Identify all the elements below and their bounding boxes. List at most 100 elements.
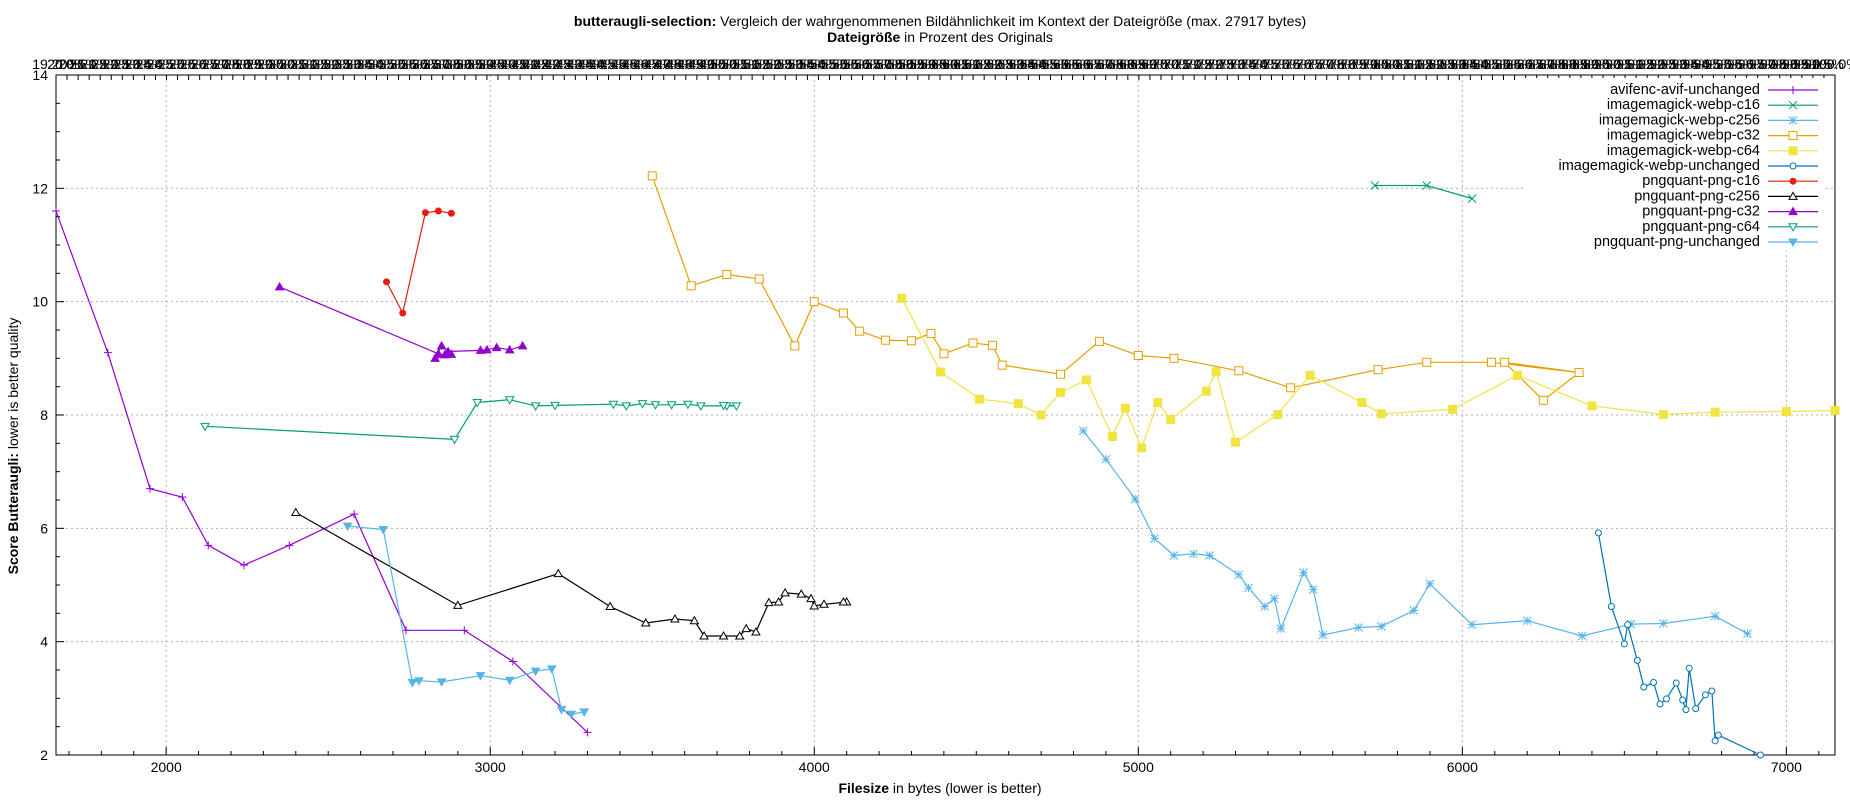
y-axis-tick-label: 10 bbox=[32, 294, 48, 310]
data-point bbox=[640, 617, 651, 627]
x2-axis-tick-label: 30.5% bbox=[279, 56, 319, 72]
data-point bbox=[1577, 631, 1587, 641]
legend-entry-label: imagemagick-webp-c32 bbox=[1607, 128, 1760, 144]
data-point bbox=[1710, 407, 1720, 417]
data-point bbox=[399, 309, 407, 317]
data-point bbox=[1357, 398, 1367, 408]
legend-entry-label: pngquant-png-c16 bbox=[1642, 173, 1760, 189]
x2-axis-tick-label: 73.5% bbox=[1230, 56, 1270, 72]
data-point bbox=[1133, 351, 1143, 360]
x2-axis-tick-label: 62.0% bbox=[975, 56, 1015, 72]
x2-axis-tick-label: 85.0% bbox=[1484, 56, 1524, 72]
x2-axis-tick-label: 94.0% bbox=[1683, 56, 1723, 72]
x2-axis-tick-label: 72.0% bbox=[1196, 56, 1236, 72]
x2-axis-tick-label: 29.0% bbox=[246, 56, 286, 72]
x2-axis-tick-label: 93.0% bbox=[1660, 56, 1700, 72]
x2-axis-tick-label: 31.5% bbox=[301, 56, 341, 72]
data-point bbox=[906, 336, 916, 346]
legend-entry-label: pngquant-png-c32 bbox=[1642, 204, 1760, 220]
data-point bbox=[1679, 696, 1687, 704]
series-line bbox=[651, 175, 1580, 402]
data-point bbox=[1710, 611, 1720, 621]
x2-axis-tick-label: 60.0% bbox=[931, 56, 971, 72]
data-point bbox=[809, 600, 820, 610]
x2-axis-tick-label: 53.0% bbox=[776, 56, 816, 72]
data-point bbox=[926, 328, 936, 338]
chart-title-bold: butteraugli-selection: bbox=[574, 13, 716, 29]
legend-entry-label: imagemagick-webp-c64 bbox=[1607, 143, 1760, 159]
x2-axis-tick-label: 25.0% bbox=[158, 56, 198, 72]
x2-axis-tick-label: 79.0% bbox=[1351, 56, 1391, 72]
x2-axis-tick-label: 98.0% bbox=[1771, 56, 1811, 72]
x2-axis-tick-label: 56.0% bbox=[843, 56, 883, 72]
x-axis-label-rest: in bytes (lower is better) bbox=[889, 780, 1042, 796]
data-point bbox=[1409, 606, 1419, 615]
data-point bbox=[1788, 238, 1798, 248]
x2-axis-tick-label: 19.20% bbox=[32, 56, 79, 72]
x2-axis-tick-label: 70.5% bbox=[1163, 56, 1203, 72]
x2-axis-tick-label: 21.5% bbox=[80, 56, 120, 72]
x2-axis-tick-label: 83.0% bbox=[1439, 56, 1479, 72]
x2-axis-tick-label: 95.0% bbox=[1705, 56, 1745, 72]
y-axis-tick-label: 12 bbox=[32, 180, 48, 196]
data-point bbox=[1373, 365, 1383, 375]
x2-axis-tick-label: 92.0% bbox=[1638, 56, 1678, 72]
data-point bbox=[1354, 623, 1364, 632]
data-point bbox=[1538, 395, 1548, 405]
x2-axis-tick-label: 51.5% bbox=[743, 56, 783, 72]
series-pngquant-png-c256 bbox=[290, 507, 852, 640]
data-point bbox=[460, 626, 469, 635]
y-axis-tick-label: 6 bbox=[40, 520, 48, 536]
x2-axis-tick-label: 58.5% bbox=[898, 56, 938, 72]
data-point bbox=[968, 338, 978, 348]
data-point bbox=[1467, 620, 1477, 630]
x2-axis-tick-label: 68.0% bbox=[1108, 56, 1148, 72]
x2-axis-tick-label: 94.5% bbox=[1694, 56, 1734, 72]
axis-ticks: 2000 3000 4000 5000 6000 7000 2 4 6 8 10 12 14 bbox=[32, 67, 1820, 775]
x2-axis-tick-label: 39.0% bbox=[467, 56, 507, 72]
data-point bbox=[1234, 366, 1244, 376]
x2-axis-tick-label: 68.5% bbox=[1119, 56, 1159, 72]
x2-axis-tick-label: 70.0% bbox=[1152, 56, 1192, 72]
legend-entry-label: imagemagick-webp-unchanged bbox=[1558, 158, 1760, 174]
data-point bbox=[621, 402, 632, 411]
x2-axis-tick-label: 88.0% bbox=[1550, 56, 1590, 72]
data-point bbox=[1211, 367, 1221, 377]
x2-axis-tick-label: 34.5% bbox=[368, 56, 408, 72]
data-point bbox=[1013, 399, 1023, 409]
x2-axis-tick-label: 89.5% bbox=[1583, 56, 1623, 72]
x2-axis-tick-label: 90.5% bbox=[1605, 56, 1645, 72]
data-point bbox=[1270, 594, 1279, 603]
x2-axis-tick-label: 49.0% bbox=[688, 56, 728, 72]
data-point bbox=[1169, 353, 1179, 363]
data-point bbox=[1788, 206, 1798, 216]
x2-axis-tick-label: 77.0% bbox=[1307, 56, 1347, 72]
legend: avifenc-avif-unchangedimagemagick-webp-c… bbox=[1525, 78, 1825, 252]
data-point bbox=[378, 525, 389, 535]
data-point bbox=[1756, 751, 1764, 759]
data-point bbox=[383, 278, 391, 286]
legend-entry-label: pngquant-png-unchanged bbox=[1594, 234, 1760, 250]
x2-axis-tick-label: 64.5% bbox=[1031, 56, 1071, 72]
data-point bbox=[1234, 570, 1244, 580]
data-point bbox=[504, 396, 515, 405]
x2-axis-tick-label: 88.5% bbox=[1561, 56, 1601, 72]
y-axis-tick-label: 8 bbox=[40, 407, 48, 423]
x2-axis-tick-label: 63.5% bbox=[1009, 56, 1049, 72]
x2-axis-tick-label: 33.5% bbox=[346, 56, 386, 72]
x2-axis-tick-label: 32.5% bbox=[323, 56, 363, 72]
x2-axis-tick-label: 80.5% bbox=[1384, 56, 1424, 72]
data-point bbox=[342, 522, 353, 532]
data-point bbox=[1107, 432, 1117, 442]
x-axis-tick-label: 6000 bbox=[1447, 759, 1478, 775]
x2-axis-tick-label: 50.5% bbox=[721, 56, 761, 72]
data-point bbox=[695, 402, 706, 411]
data-point bbox=[751, 627, 761, 636]
data-point bbox=[1244, 583, 1253, 593]
x2-axis-tick-label: 76.5% bbox=[1296, 56, 1336, 72]
data-point bbox=[556, 706, 567, 715]
data-point bbox=[1169, 551, 1179, 560]
data-point bbox=[583, 728, 592, 737]
x2-axis-tick-label: 30.0% bbox=[268, 56, 308, 72]
x2-axis-tick-label: 72.5% bbox=[1207, 56, 1247, 72]
